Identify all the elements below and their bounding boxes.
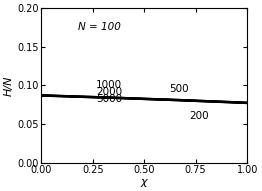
- Text: N = 100: N = 100: [78, 22, 121, 32]
- Text: 5000: 5000: [96, 94, 122, 104]
- Text: 500: 500: [169, 84, 189, 94]
- Text: 2000: 2000: [96, 87, 122, 97]
- X-axis label: χ: χ: [141, 177, 148, 187]
- Text: 200: 200: [189, 111, 209, 121]
- Text: 1000: 1000: [96, 80, 122, 90]
- Y-axis label: H/N: H/N: [4, 75, 14, 96]
